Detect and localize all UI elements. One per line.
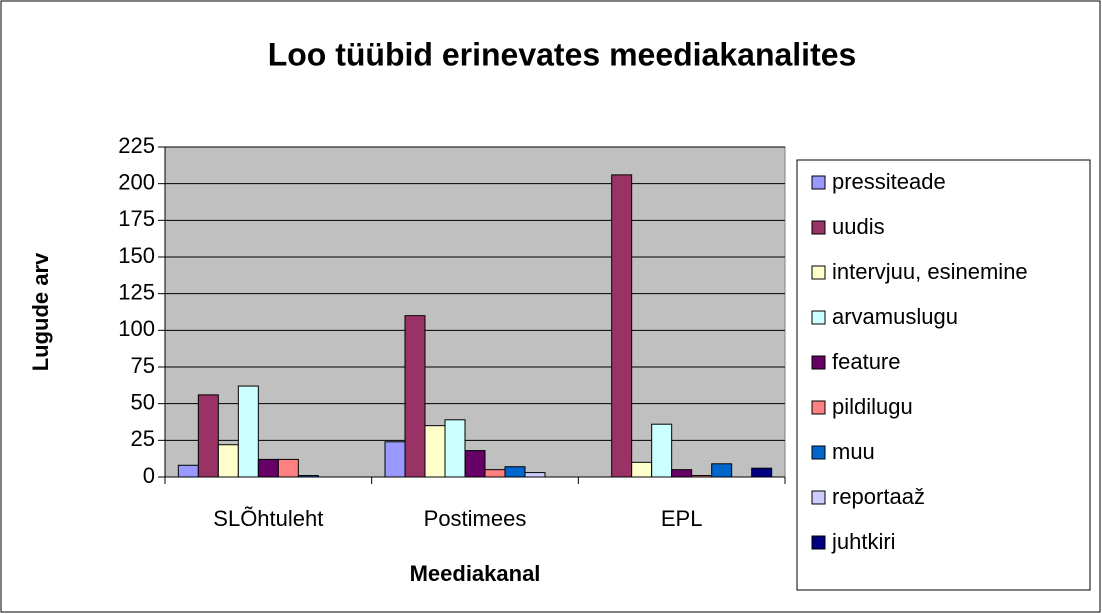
legend-swatch	[811, 490, 826, 505]
legend-swatch	[811, 355, 826, 370]
bar	[611, 174, 633, 478]
y-tick-label: 200	[118, 169, 155, 194]
legend-label: muu	[832, 439, 875, 464]
x-tick-label: SLÕhtuleht	[213, 506, 323, 531]
bar	[217, 444, 239, 478]
bar	[464, 450, 486, 478]
y-tick-label: 25	[131, 426, 155, 451]
legend-label: juhtkiri	[831, 529, 896, 554]
legend-swatch	[811, 445, 826, 460]
legend-label: intervjuu, esinemine	[832, 259, 1028, 284]
bar	[177, 464, 199, 478]
legend-label: pildilugu	[832, 394, 913, 419]
legend-label: uudis	[832, 214, 885, 239]
legend-swatch	[811, 175, 826, 190]
legend-swatch	[811, 220, 826, 235]
bar	[751, 467, 773, 478]
legend-swatch	[811, 310, 826, 325]
y-axis-title: Lugude arv	[28, 252, 53, 371]
bar	[631, 461, 653, 478]
bar	[277, 458, 299, 478]
y-tick-label: 225	[118, 133, 155, 158]
legend-label: feature	[832, 349, 901, 374]
bar	[237, 385, 259, 478]
y-tick-label: 0	[143, 463, 155, 488]
bar	[424, 425, 446, 478]
bar	[257, 458, 279, 478]
legend-label: reportaaž	[832, 484, 925, 509]
bar	[671, 469, 693, 478]
chart-title: Loo tüübid erinevates meediakanalites	[268, 36, 857, 72]
y-tick-label: 75	[131, 353, 155, 378]
y-tick-label: 50	[131, 389, 155, 414]
y-tick-label: 150	[118, 243, 155, 268]
y-tick-label: 125	[118, 279, 155, 304]
bar	[404, 315, 426, 478]
bar	[524, 472, 546, 478]
bar	[384, 441, 406, 478]
bar	[444, 419, 466, 478]
x-axis-title: Meediakanal	[410, 561, 541, 586]
legend	[796, 159, 1091, 591]
x-tick-label: EPL	[661, 506, 703, 531]
legend-swatch	[811, 265, 826, 280]
x-tick-label: Postimees	[424, 506, 527, 531]
legend-swatch	[811, 400, 826, 415]
y-tick-label: 175	[118, 206, 155, 231]
bar	[197, 394, 219, 478]
legend-swatch	[811, 535, 826, 550]
legend-label: pressiteade	[832, 169, 946, 194]
bar	[484, 469, 506, 478]
y-tick-label: 100	[118, 316, 155, 341]
bar	[711, 463, 733, 478]
bar	[651, 423, 673, 478]
bar	[504, 466, 526, 478]
legend-label: arvamuslugu	[832, 304, 958, 329]
